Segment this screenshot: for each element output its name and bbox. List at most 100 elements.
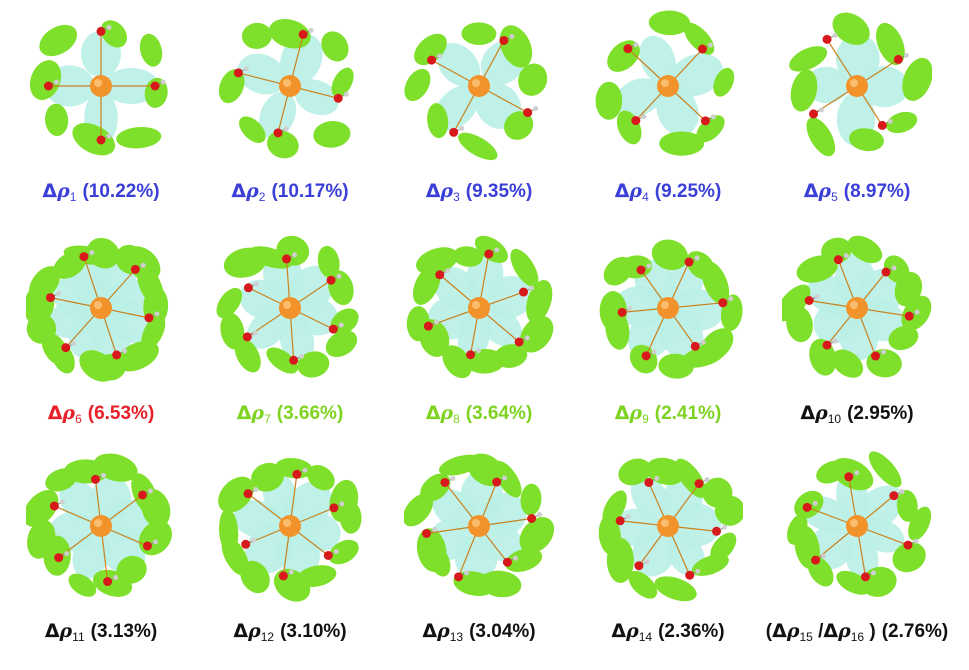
hydrogen-atom bbox=[887, 118, 893, 124]
hydrogen-atom bbox=[627, 305, 633, 311]
subscript: 15 bbox=[799, 630, 813, 644]
oxygen-atom bbox=[142, 541, 152, 551]
cyan-lobe bbox=[233, 500, 282, 539]
oxygen-atom bbox=[138, 490, 148, 500]
hydrogen-atom bbox=[251, 537, 257, 543]
hydrogen-atom bbox=[644, 559, 650, 565]
hydrogen-atom bbox=[140, 262, 146, 268]
hydrogen-atom bbox=[464, 570, 470, 576]
oxygen-atom bbox=[523, 108, 533, 118]
panel-3: Δρ3 (9.35%) bbox=[386, 8, 572, 210]
metal-highlight bbox=[850, 519, 858, 527]
hydrogen-atom bbox=[64, 551, 70, 557]
isosurface-image bbox=[782, 230, 932, 385]
hydrogen-atom bbox=[832, 32, 838, 38]
oxygen-atom bbox=[130, 264, 140, 274]
oxygen-atom bbox=[43, 81, 53, 91]
hydrogen-atom bbox=[243, 66, 249, 72]
oxygen-atom bbox=[427, 55, 437, 65]
green-lobe bbox=[92, 569, 133, 597]
panel-label: Δρ9 (2.41%) bbox=[575, 402, 761, 426]
oxygen-atom bbox=[502, 557, 512, 567]
panel-label: Δρ10 (2.95%) bbox=[764, 402, 950, 426]
oxygen-atom bbox=[422, 528, 432, 538]
metal-ion bbox=[279, 75, 301, 97]
isosurface-image bbox=[593, 448, 743, 603]
panel-label: Δρ14 (2.36%) bbox=[575, 620, 761, 644]
panel-1: Δρ1 (10.22%) bbox=[8, 8, 194, 210]
hydrogen-atom bbox=[148, 488, 154, 494]
subscript: 10 bbox=[827, 412, 842, 426]
green-lobe bbox=[72, 123, 116, 156]
metal-ion bbox=[279, 297, 301, 319]
oxygen-atom bbox=[144, 313, 154, 323]
panel-label: Δρ3 (9.35%) bbox=[386, 180, 572, 204]
oxygen-atom bbox=[822, 34, 832, 44]
rho-symbol: ρ bbox=[251, 402, 265, 424]
green-lobe bbox=[404, 68, 431, 102]
percentage: (3.13%) bbox=[90, 621, 158, 642]
metal-ion bbox=[90, 297, 112, 319]
green-lobe bbox=[902, 57, 932, 101]
delta-symbol: Δ bbox=[47, 402, 63, 424]
percentage: (10.22%) bbox=[82, 181, 160, 202]
hydrogen-atom bbox=[843, 253, 849, 259]
rho-symbol: ρ bbox=[818, 180, 832, 202]
panel-label: Δρ7 (3.66%) bbox=[197, 402, 383, 426]
isosurface-image bbox=[404, 230, 554, 385]
hydrogen-atom bbox=[152, 539, 158, 545]
metal-highlight bbox=[283, 301, 291, 309]
panel-7: Δρ7 (3.66%) bbox=[197, 230, 383, 432]
delta-symbol: Δ bbox=[236, 402, 252, 424]
green-lobe bbox=[141, 489, 171, 528]
green-lobe bbox=[416, 247, 459, 275]
green-lobe bbox=[39, 24, 78, 57]
oxygen-atom bbox=[903, 540, 913, 550]
green-lobe bbox=[519, 316, 554, 353]
green-lobe bbox=[325, 330, 358, 358]
metal-ion bbox=[468, 75, 490, 97]
green-lobe bbox=[453, 571, 496, 596]
delta-symbol: Δ bbox=[233, 620, 249, 642]
green-lobe bbox=[427, 103, 449, 139]
hydrogen-atom bbox=[336, 273, 342, 279]
subscript: 14 bbox=[638, 630, 653, 644]
delta-symbol: Δ bbox=[42, 180, 58, 202]
cyan-lobe bbox=[279, 313, 315, 364]
green-lobe bbox=[416, 528, 447, 572]
green-lobe bbox=[628, 570, 658, 599]
delta-symbol: Δ bbox=[614, 402, 630, 424]
delta-symbol: Δ bbox=[231, 180, 247, 202]
green-lobe bbox=[892, 542, 926, 573]
hydrogen-atom bbox=[728, 296, 734, 302]
green-lobe bbox=[79, 350, 116, 382]
hydrogen-atom bbox=[253, 281, 259, 287]
panel-8: Δρ8 (3.64%) bbox=[386, 230, 572, 432]
hydrogen-atom bbox=[704, 477, 710, 483]
subscript: 16 bbox=[850, 630, 865, 644]
rho-symbol: ρ bbox=[440, 402, 454, 424]
metal-highlight bbox=[472, 301, 480, 309]
hydrogen-atom bbox=[512, 555, 518, 561]
hydrogen-atom bbox=[253, 487, 259, 493]
oxygen-atom bbox=[449, 127, 459, 137]
metal-highlight bbox=[661, 79, 669, 87]
oxygen-atom bbox=[243, 283, 253, 293]
hydrogen-atom bbox=[122, 348, 128, 354]
subscript: 4 bbox=[642, 190, 649, 204]
oxygen-atom bbox=[242, 332, 252, 342]
oxygen-atom bbox=[690, 341, 700, 351]
green-lobe bbox=[442, 345, 472, 379]
panel-label: Δρ4 (9.25%) bbox=[575, 180, 761, 204]
green-lobe bbox=[218, 69, 245, 104]
panel-5: Δρ5 (8.97%) bbox=[764, 8, 950, 210]
green-lobe bbox=[849, 128, 884, 152]
green-lobe bbox=[116, 340, 159, 372]
rho-symbol: ρ bbox=[248, 620, 261, 642]
isosurface-image bbox=[26, 448, 176, 603]
hydrogen-atom bbox=[854, 470, 860, 476]
green-lobe bbox=[218, 476, 254, 513]
panel-label: Δρ12 (3.10%) bbox=[197, 620, 383, 644]
green-lobe bbox=[648, 10, 691, 36]
